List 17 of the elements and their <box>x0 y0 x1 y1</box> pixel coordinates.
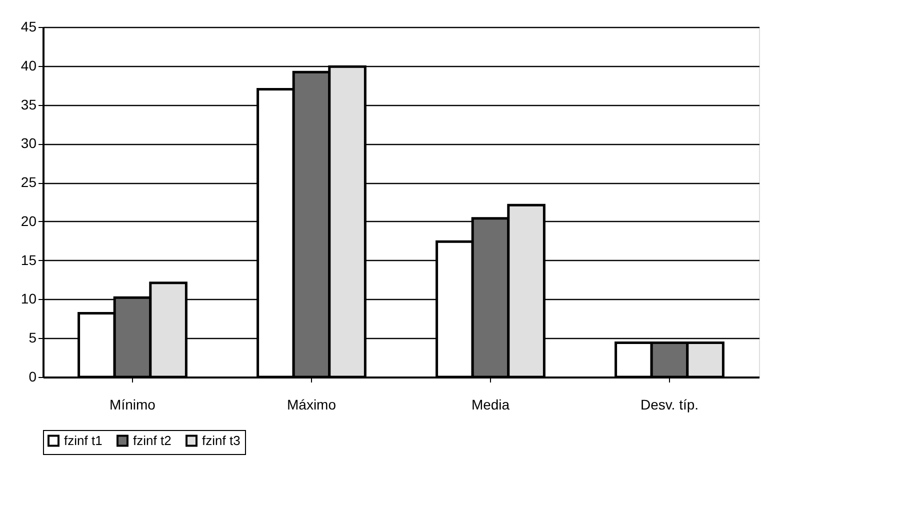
y-tick-label: 5 <box>28 330 37 346</box>
x-tick-label: Desv. típ. <box>640 396 699 412</box>
y-tick-label: 0 <box>28 368 37 384</box>
x-tick-label: Media <box>471 396 510 412</box>
y-tick-label: 45 <box>20 18 37 34</box>
x-tick-label: Mínimo <box>110 396 156 412</box>
y-tick-label: 10 <box>20 290 37 307</box>
y-tick-label: 30 <box>20 135 37 152</box>
x-tick-label: Máximo <box>286 396 336 412</box>
y-tick-label: 35 <box>20 96 37 112</box>
legend-label: fzinf t1 <box>64 432 102 448</box>
legend-label: fzinf t2 <box>133 432 172 448</box>
y-tick-label: 15 <box>20 252 37 268</box>
y-tick-label: 40 <box>20 57 37 74</box>
legend-label: fzinf t3 <box>202 432 240 448</box>
y-tick-label: 20 <box>20 212 37 229</box>
y-tick-label: 25 <box>20 174 37 190</box>
